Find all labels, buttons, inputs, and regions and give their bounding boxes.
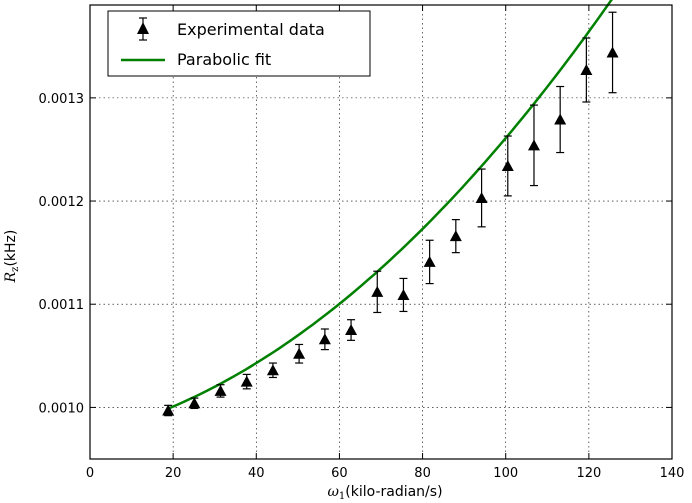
- data-point: [240, 373, 253, 390]
- data-point: [501, 135, 514, 197]
- y-tick-label: 0.0012: [39, 195, 85, 210]
- data-point: [449, 219, 462, 254]
- triangle-marker: [475, 191, 488, 203]
- x-tick-label: 0: [86, 466, 94, 481]
- axis-ticks: 0 20 40 60 80 100 120 140 0.0010 0.0011 0.0012 0.00…: [39, 5, 685, 481]
- fit-line-group: [167, 0, 613, 410]
- y-tick-label: 0.0011: [39, 298, 85, 313]
- x-tick-label: 40: [248, 466, 265, 481]
- triangle-marker: [554, 113, 567, 125]
- legend-label-experimental: Experimental data: [177, 20, 325, 39]
- triangle-marker: [293, 347, 306, 359]
- x-tick-label: 60: [331, 466, 348, 481]
- legend: Experimental data Parabolic fit: [107, 10, 371, 77]
- data-point: [318, 328, 331, 351]
- fit-line: [167, 0, 613, 410]
- data-point: [266, 362, 279, 379]
- legend-marker-experimental: [137, 17, 149, 41]
- data-point: [345, 319, 358, 341]
- data-point: [580, 37, 593, 103]
- data-point: [554, 85, 567, 154]
- triangle-marker: [162, 404, 175, 416]
- legend-box: [107, 10, 371, 77]
- data-point: [606, 11, 619, 94]
- y-axis-label: Rz(kHz): [3, 230, 21, 284]
- triangle-marker: [214, 384, 227, 396]
- triangle-marker: [371, 285, 384, 297]
- data-point: [423, 239, 436, 285]
- triangle-marker: [449, 230, 462, 242]
- legend-label-fit: Parabolic fit: [177, 50, 271, 69]
- triangle-marker: [318, 333, 331, 345]
- triangle-marker: [423, 255, 436, 267]
- plot-frame: [89, 4, 673, 460]
- x-tick-label: 100: [493, 466, 518, 481]
- triangle-marker: [527, 139, 540, 151]
- x-tick-label: 80: [414, 466, 431, 481]
- data-point: [293, 343, 306, 364]
- x-tick-label: 140: [660, 466, 685, 481]
- triangle-marker: [606, 46, 619, 58]
- data-point: [188, 397, 201, 410]
- data-points-group: [162, 11, 619, 417]
- x-axis-label: ω1(kilo-radian/s): [327, 484, 442, 502]
- triangle-marker: [397, 288, 410, 300]
- x-tick-label: 120: [576, 466, 601, 481]
- triangle-marker: [345, 324, 358, 336]
- data-point: [162, 404, 175, 417]
- data-point: [475, 168, 488, 228]
- y-tick-label: 0.0013: [39, 92, 85, 107]
- triangle-marker: [580, 64, 593, 76]
- triangle-marker: [266, 364, 279, 376]
- y-tick-label: 0.0010: [39, 401, 85, 416]
- triangle-marker: [188, 397, 201, 409]
- data-point: [214, 384, 227, 398]
- data-point: [527, 104, 540, 187]
- x-tick-label: 20: [165, 466, 182, 481]
- data-point: [397, 277, 410, 313]
- triangle-marker: [240, 375, 253, 387]
- triangle-marker: [501, 159, 514, 171]
- gridlines: [90, 5, 672, 459]
- data-point: [371, 270, 384, 314]
